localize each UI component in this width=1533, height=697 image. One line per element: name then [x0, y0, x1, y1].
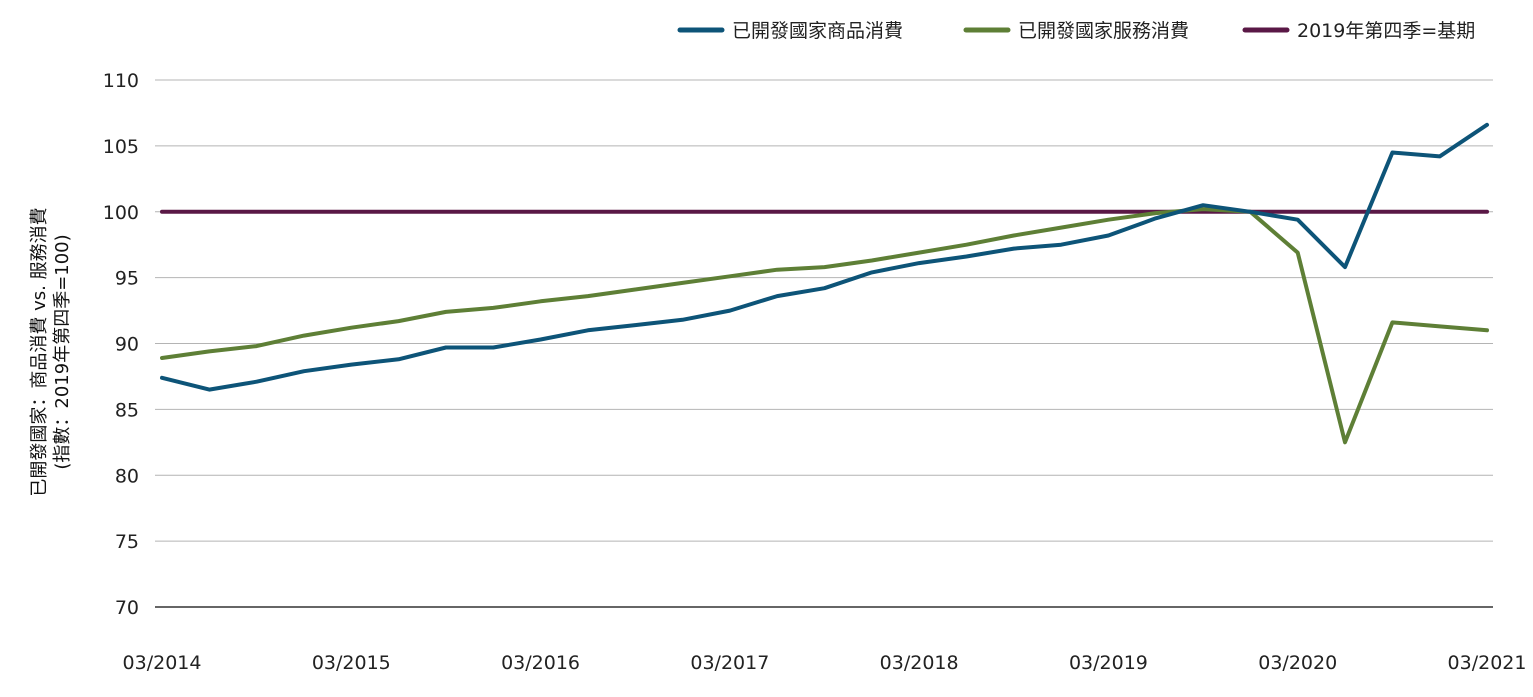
x-tick-label: 03/2021 — [1448, 652, 1527, 674]
y-tick-label: 80 — [115, 465, 139, 487]
x-tick-label: 03/2017 — [690, 652, 769, 674]
x-tick-label: 03/2015 — [312, 652, 391, 674]
legend: 已開發國家商品消費 已開發國家服務消費 2019年第四季=基期 — [677, 20, 1475, 42]
y-axis-tick-labels: 70 75 80 85 90 95 100 105 110 — [103, 70, 139, 619]
y-tick-label: 90 — [115, 334, 139, 356]
y-tick-label: 100 — [103, 202, 139, 224]
gridlines — [155, 79, 1493, 608]
series-line-1 — [160, 122, 1489, 392]
y-tick-label: 95 — [115, 268, 139, 290]
legend-label-1: 已開發國家商品消費 — [732, 20, 903, 42]
y-axis-label-line2: (指數：2019年第四季=100) — [52, 234, 73, 469]
x-tick-label: 03/2020 — [1258, 652, 1337, 674]
x-tick-label: 03/2019 — [1069, 652, 1148, 674]
y-tick-label: 70 — [115, 597, 139, 619]
y-axis-label-line1: 已開發國家：商品消費 vs. 服務消費 — [29, 207, 50, 496]
legend-label-2: 已開發國家服務消費 — [1018, 20, 1189, 42]
x-tick-label: 03/2014 — [123, 652, 202, 674]
y-tick-label: 110 — [103, 70, 139, 92]
x-tick-label: 03/2018 — [880, 652, 959, 674]
series-lines — [160, 122, 1489, 445]
y-tick-label: 105 — [103, 136, 139, 158]
x-tick-label: 03/2016 — [501, 652, 580, 674]
x-axis-tick-labels: 03/2014 03/2015 03/2016 03/2017 03/2018 03/20… — [123, 652, 1527, 674]
legend-label-3: 2019年第四季=基期 — [1297, 20, 1475, 42]
y-tick-label: 75 — [115, 531, 139, 553]
y-tick-label: 85 — [115, 399, 139, 421]
series-line-2 — [160, 207, 1489, 445]
